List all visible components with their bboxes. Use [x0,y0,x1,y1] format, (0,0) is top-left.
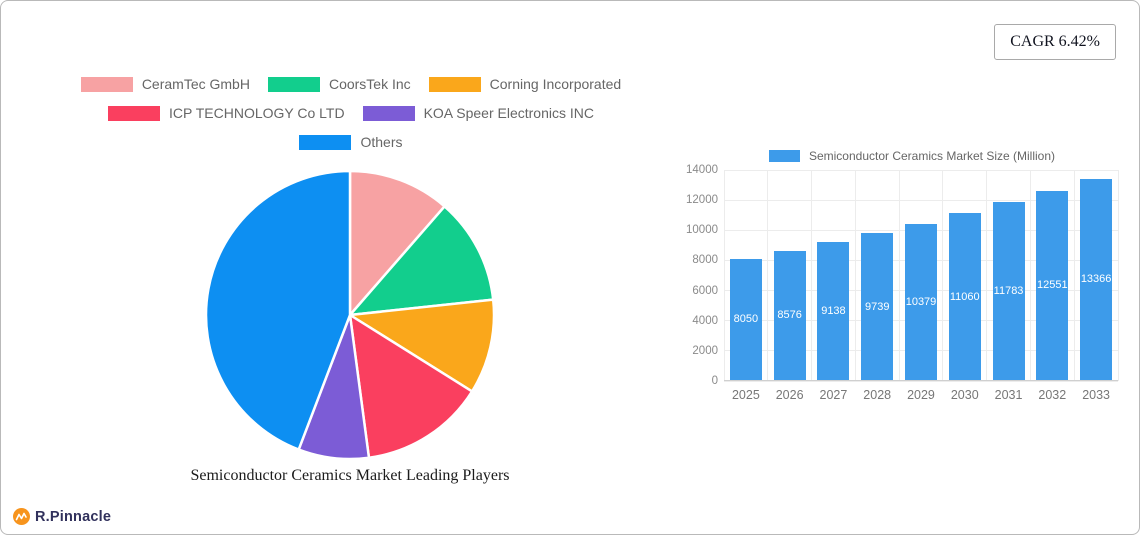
legend-item-ceramtec-gmbh[interactable]: CeramTec GmbH [80,76,250,92]
x-axis-tick-label: 2032 [1038,388,1067,402]
bar-legend-swatch [768,150,800,162]
gridline-vertical [723,170,725,381]
bar-value-label: 11060 [949,290,980,303]
bar-2033: 13366 [1080,178,1113,380]
gridline-horizontal [724,169,1118,171]
bar-chart: Semiconductor Ceramics Market Size (Mill… [686,147,1133,413]
bar-2026: 8576 [773,250,806,380]
bar-value-label: 13366 [1080,273,1112,286]
x-axis-tick-label: 2026 [775,388,804,402]
y-axis-tick-label: 2000 [692,344,718,357]
gridline-vertical [854,170,856,381]
x-axis-tick-label: 2031 [994,388,1023,402]
x-axis-tick-label: 2025 [731,388,760,402]
y-axis-tick-label: 8000 [692,254,718,267]
legend-swatch [428,77,481,92]
y-axis-tick-label: 14000 [686,164,718,176]
pie-slice-ceramtec-gmbh [348,169,446,317]
pie-slice-coorstek-inc [348,205,495,317]
gridline-horizontal [724,199,1118,201]
brand-name: R.Pinnacle [35,508,112,525]
bar-value-label: 10379 [905,295,937,308]
legend-swatch [267,77,320,92]
bar-value-label: 11783 [993,285,1024,298]
bar-value-label: 9138 [821,305,846,318]
gridline-vertical [1073,170,1075,381]
gridline-vertical [767,170,769,381]
y-axis-tick-label: 6000 [692,284,718,297]
pie-slice-icp-technology-co-ltd [348,313,474,459]
pie-chart [204,169,496,461]
bar-value-label: 12551 [1037,279,1068,292]
y-axis-tick-label: 12000 [686,194,718,207]
legend-swatch [299,135,352,150]
legend-label: Others [360,134,403,150]
x-axis-tick-label: 2028 [863,388,892,402]
gridline-vertical [898,170,900,381]
bar-value-label: 8576 [777,309,802,322]
bar-value-label: 8050 [733,313,759,326]
x-axis-tick-label: 2033 [1082,388,1110,402]
gridline-vertical [986,170,988,381]
bar-2028: 9739 [861,233,894,380]
legend-label: CeramTec GmbH [141,76,250,92]
gridline-vertical [942,170,944,381]
legend-swatch [80,77,133,92]
legend-item-others[interactable]: Others [299,134,403,150]
legend-swatch [108,106,160,121]
bar-chart-legend-item[interactable]: Semiconductor Ceramics Market Size (Mill… [691,149,1133,163]
bar-value-label: 9739 [864,300,890,313]
gridline-vertical [1029,170,1031,381]
gridline-vertical [1117,170,1119,381]
bar-2031: 11783 [992,202,1025,380]
legend-swatch [362,106,415,121]
pie-legend-row: ICP TECHNOLOGY Co LTD KOA Speer Electroni… [108,106,594,121]
bar-plot-area: 0 2000 4000 6000 8000 10000 12000 14000 8050 2025… [686,164,1119,402]
bar-2030: 11060 [948,213,981,380]
bar-legend-label: Semiconductor Ceramics Market Size (Mill… [808,149,1056,163]
legend-label: Corning Incorporated [489,76,622,92]
x-axis-tick-label: 2027 [819,388,848,402]
brand-icon [13,508,30,525]
legend-label: KOA Speer Electronics INC [423,105,594,121]
y-axis-tick-label: 4000 [692,314,718,327]
pie-legend-row: Others [299,134,403,150]
legend-item-coorstek-inc[interactable]: CoorsTek Inc [267,76,411,92]
x-axis-tick-label: 2029 [907,388,935,402]
pie-slice-others [204,169,352,451]
y-axis-tick-label: 10000 [686,224,718,237]
y-axis-tick-label: 0 [711,375,718,387]
pie-legend: CeramTec GmbH CoorsTek Inc Corning Incorpo… [1,77,701,150]
legend-item-koa-speer-electronics-inc[interactable]: KOA Speer Electronics INC [362,105,594,121]
bar-2027: 9138 [817,242,850,380]
bar-2029: 10379 [905,223,937,380]
bar-2032: 12551 [1036,190,1069,380]
legend-item-corning-incorporated[interactable]: Corning Incorporated [428,76,622,92]
pie-slice-corning-incorporated [348,298,496,393]
gridline-horizontal [724,380,1118,382]
cagr-badge: CAGR 6.42% [994,24,1116,60]
legend-label: CoorsTek Inc [328,76,411,92]
x-axis-tick-label: 2030 [950,388,979,402]
pie-legend-row: CeramTec GmbH CoorsTek Inc Corning Incorpo… [80,76,622,92]
gridline-vertical [811,170,813,381]
bar-2025: 8050 [729,258,762,380]
legend-item-icp-technology-co-ltd[interactable]: ICP TECHNOLOGY Co LTD [108,106,345,121]
legend-label: ICP TECHNOLOGY Co LTD [169,105,345,121]
pie-chart-title: Semiconductor Ceramics Market Leading Pl… [190,467,510,484]
x-axis-line [724,380,1118,381]
brand-logo: R.Pinnacle [13,508,111,525]
